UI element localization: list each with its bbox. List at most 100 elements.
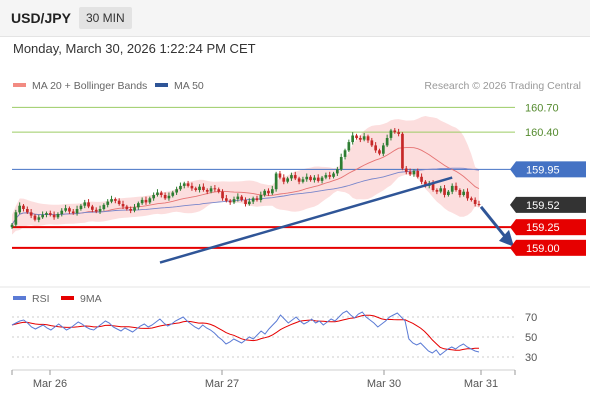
legend-rsi: RSI [13, 293, 50, 305]
candle-body [159, 192, 163, 195]
candle-body [309, 176, 312, 181]
rsi-tick-70: 70 [525, 312, 537, 324]
candle-body [64, 208, 67, 211]
timeframe-button[interactable]: 30 MIN [79, 7, 132, 29]
candle-body [236, 196, 240, 200]
candle-body [48, 213, 52, 215]
datetime-label: Monday, March 30, 2026 1:22:24 PM CET [13, 41, 256, 56]
candle-body [205, 190, 209, 192]
candle-body [18, 205, 21, 213]
candle-body [52, 214, 56, 218]
x-tick-label: Mar 31 [464, 378, 498, 390]
candle-body [75, 209, 79, 214]
level-label-159.00: 159.00 [510, 239, 586, 256]
level-text: 159.25 [526, 222, 560, 234]
candle-body [179, 185, 182, 190]
candle-body [370, 140, 374, 146]
candle-body [182, 183, 186, 186]
rsi-tick-50: 50 [525, 332, 537, 344]
candle-body [94, 209, 98, 212]
candle-body [56, 214, 60, 218]
level-text: 160.40 [525, 127, 559, 139]
candle-body [163, 195, 167, 199]
level-badge-tip [510, 239, 516, 256]
candle-body [374, 145, 377, 151]
candle-body [198, 186, 201, 190]
level-text: 159.95 [526, 164, 560, 176]
candle-body [316, 177, 320, 181]
candle-body [359, 138, 362, 140]
candle-body [286, 178, 289, 182]
candle-body [152, 195, 155, 199]
candle-body [339, 157, 343, 170]
level-badge [516, 239, 586, 256]
candle-body [22, 205, 25, 209]
candle-body [71, 211, 75, 214]
x-tick-label: Mar 26 [33, 378, 67, 390]
candle-body [435, 190, 439, 192]
candle-body [458, 190, 462, 195]
candle-body [320, 177, 324, 181]
level-badge [516, 219, 586, 236]
candle-body [259, 195, 263, 200]
candle-body [148, 198, 152, 203]
forecast-arrow-shaft [479, 205, 508, 239]
candle-body [125, 206, 129, 209]
level-label-159.95: 159.95 [510, 161, 586, 178]
rsi-tick-30: 30 [525, 352, 537, 364]
candle-body [355, 135, 358, 138]
candle-body [293, 175, 297, 179]
candle-body [431, 183, 435, 190]
candle-body [140, 199, 144, 204]
candle-body [328, 175, 332, 177]
candle-body [29, 212, 33, 216]
level-badge [516, 161, 586, 178]
level-text: 159.52 [526, 200, 560, 212]
candle-body [450, 185, 454, 192]
legend-ma50: MA 50 [155, 80, 204, 92]
candle-body [378, 150, 381, 154]
legend-ma9-swatch [61, 296, 74, 301]
candle-body [347, 142, 351, 151]
candle-body [324, 175, 328, 178]
level-badge [516, 196, 586, 213]
legend-ma9: 9MA [61, 293, 102, 305]
candle-body [416, 171, 420, 177]
candle-body [362, 136, 366, 140]
level-text: 159.00 [526, 243, 560, 255]
candle-body [41, 214, 44, 218]
symbol-label: USD/JPY [11, 10, 71, 26]
candle-body [68, 208, 71, 212]
candle-body [282, 177, 286, 182]
candle-body [137, 203, 140, 208]
candle-body [60, 210, 64, 214]
forecast-arrow-head [499, 229, 514, 247]
candle-body [470, 198, 473, 200]
candle-body [278, 173, 282, 178]
candle-body [393, 130, 397, 133]
candle-body [466, 191, 469, 199]
candle-body [343, 150, 347, 157]
candle-body [271, 189, 274, 194]
legend-ma20-label: MA 20 + Bollinger Bands [32, 80, 148, 92]
candle-body [110, 199, 113, 202]
candle-body [366, 136, 370, 141]
candle-body [133, 207, 136, 211]
x-tick-label: Mar 27 [205, 378, 239, 390]
candle-body [251, 198, 255, 202]
legend-rsi-swatch [13, 296, 26, 301]
chart-header: USD/JPY 30 MIN [0, 0, 590, 37]
candle-body [397, 132, 400, 134]
level-badge-tip [510, 219, 516, 236]
candle-body [194, 188, 198, 190]
candle-body [404, 168, 408, 172]
candle-body [244, 199, 247, 204]
candle-body [462, 191, 465, 195]
candle-body [408, 171, 412, 175]
legend-ma9-label: 9MA [80, 293, 102, 305]
candle-body [209, 188, 213, 192]
candle-body [382, 145, 385, 154]
candle-body [447, 191, 450, 195]
level-label-160.70: 160.70 [525, 102, 559, 114]
